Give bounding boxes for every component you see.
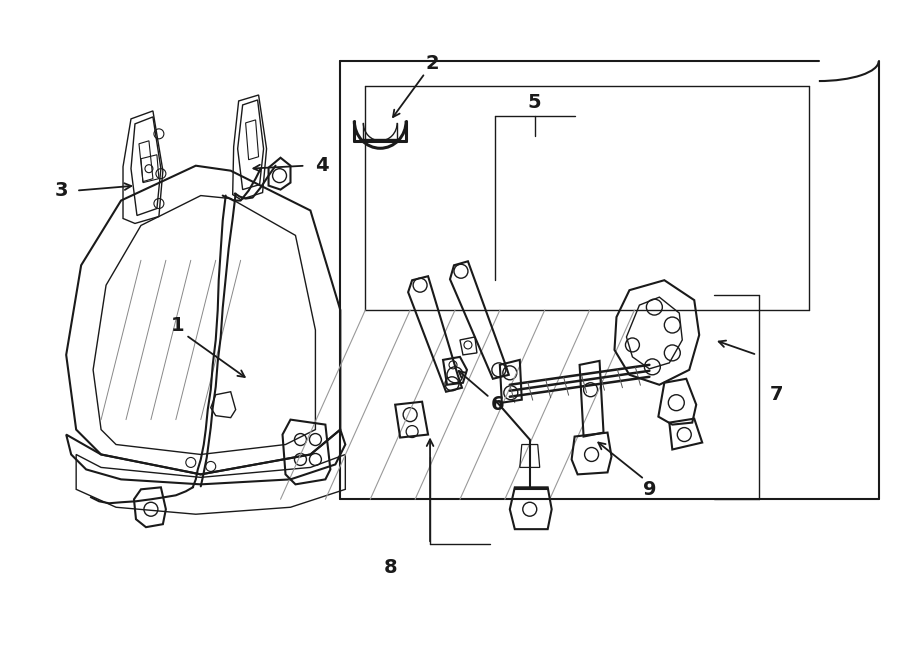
Text: 6: 6: [491, 395, 505, 414]
Text: 9: 9: [643, 480, 656, 499]
Text: 4: 4: [315, 156, 329, 175]
Text: 8: 8: [383, 557, 397, 576]
Text: 3: 3: [55, 181, 68, 200]
Text: 5: 5: [528, 93, 542, 112]
Text: 1: 1: [171, 315, 184, 334]
Text: 7: 7: [770, 385, 784, 405]
Text: 2: 2: [425, 54, 439, 73]
